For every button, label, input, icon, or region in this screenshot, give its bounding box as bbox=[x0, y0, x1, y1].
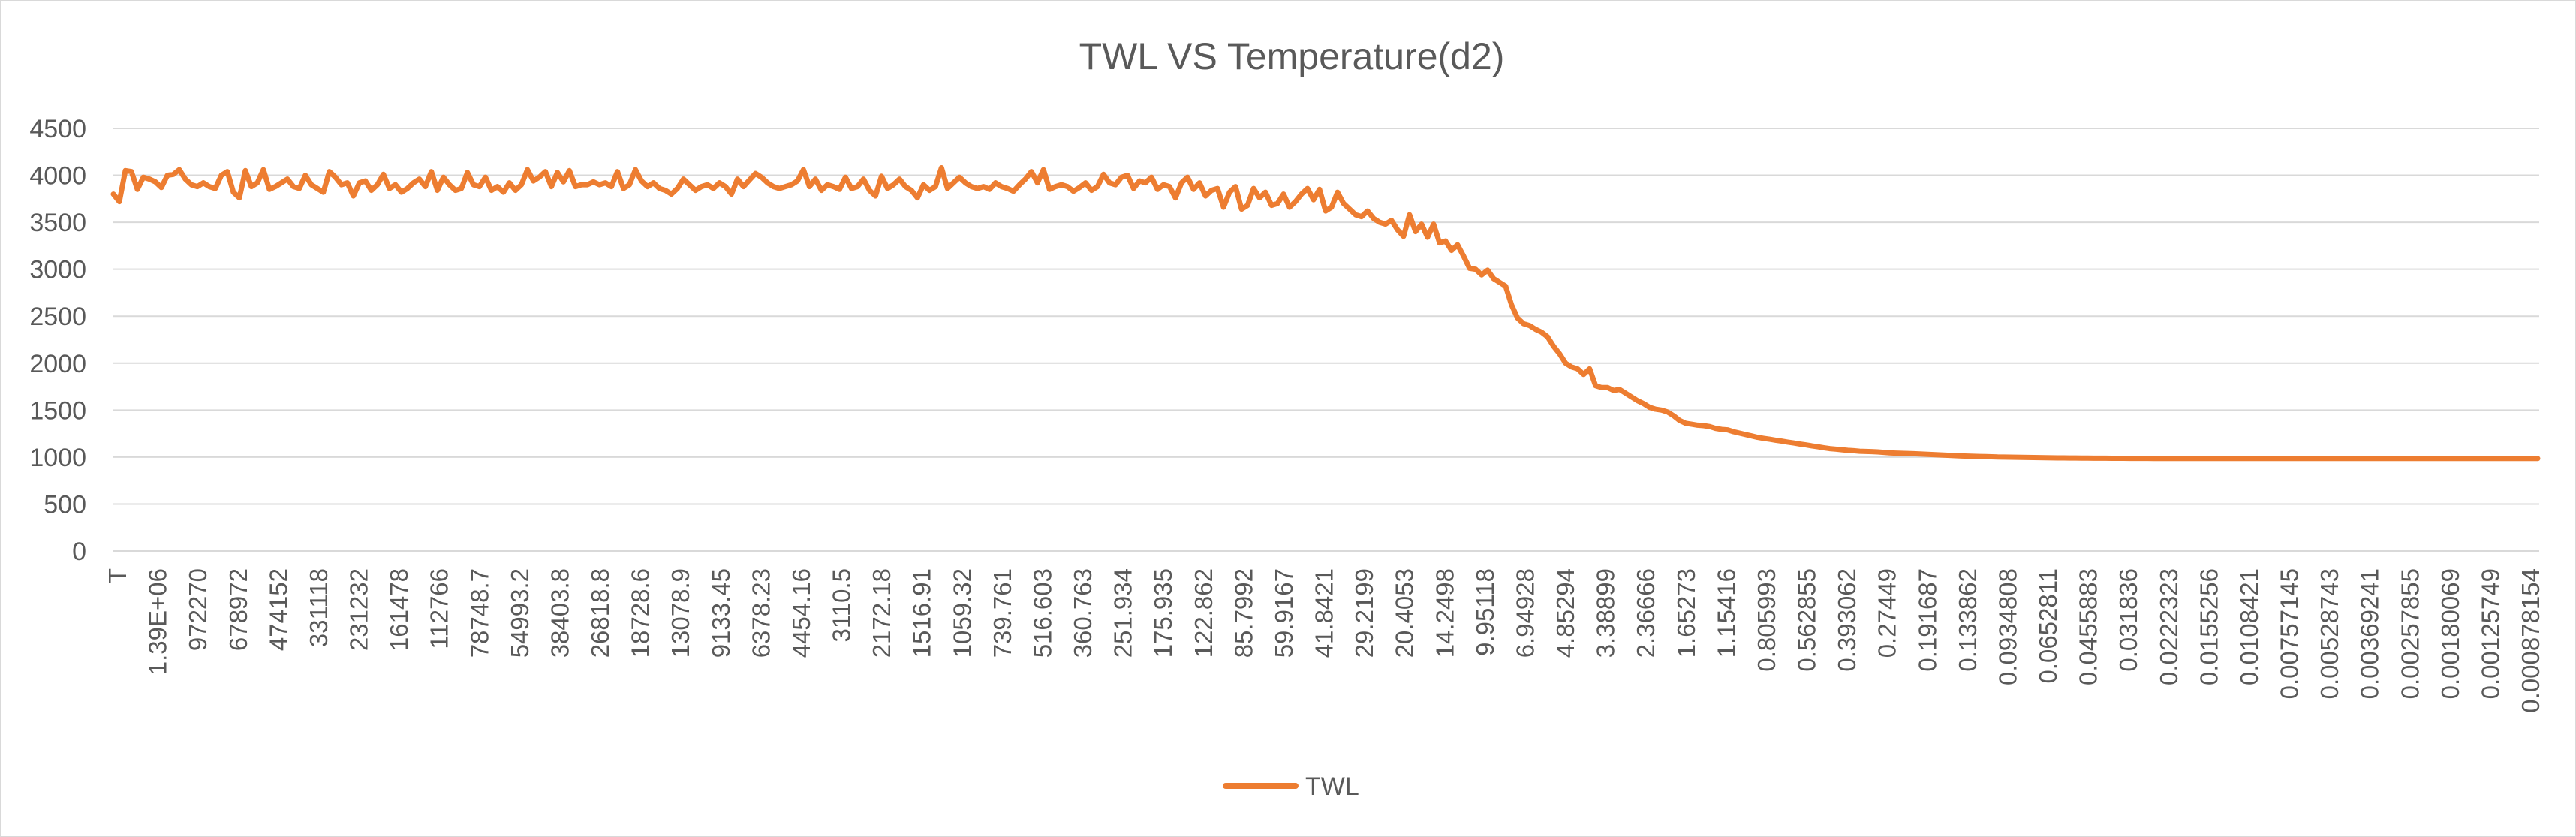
x-tick-label: 0.0222323 bbox=[2155, 568, 2183, 685]
x-tick-label: 20.4053 bbox=[1391, 568, 1419, 658]
x-tick-label: 0.27449 bbox=[1873, 568, 1901, 658]
x-tick-label: 0.0155256 bbox=[2195, 568, 2222, 685]
x-tick-label: 0.562855 bbox=[1793, 568, 1821, 672]
x-tick-label: 3.38899 bbox=[1592, 568, 1620, 658]
x-tick-label: 78748.7 bbox=[465, 568, 493, 658]
legend[interactable]: TWL bbox=[1223, 772, 1359, 801]
chart-title: TWL VS Temperature(d2) bbox=[1079, 35, 1505, 77]
x-tick-label: 360.763 bbox=[1069, 568, 1097, 658]
x-tick-label: 1.39E+06 bbox=[144, 568, 172, 675]
x-tick-label: 251.934 bbox=[1109, 568, 1137, 658]
y-tick-label: 2500 bbox=[29, 303, 86, 331]
x-tick-label: 516.603 bbox=[1028, 568, 1056, 658]
x-tick-label: 739.761 bbox=[989, 568, 1016, 658]
x-tick-label: 13078.9 bbox=[667, 568, 694, 658]
x-tick-label: 0.0108421 bbox=[2235, 568, 2263, 685]
x-tick-label: 0.0934808 bbox=[1994, 568, 2021, 685]
x-tick-label: 0.393062 bbox=[1833, 568, 1861, 672]
x-tick-label: 122.862 bbox=[1190, 568, 1217, 658]
x-tick-label: 1059.32 bbox=[948, 568, 976, 658]
x-tick-label: 6378.23 bbox=[747, 568, 775, 658]
x-tick-label: 0.0652811 bbox=[2034, 568, 2062, 684]
x-tick-label: 678972 bbox=[224, 568, 252, 651]
x-tick-label: 0.00125749 bbox=[2476, 568, 2504, 699]
x-tick-label: 1.65273 bbox=[1672, 568, 1700, 658]
x-tick-label: 3110.5 bbox=[828, 568, 856, 642]
x-tick-label: 1516.91 bbox=[908, 568, 936, 658]
x-tick-label: 0.00257855 bbox=[2396, 568, 2424, 699]
y-axis-ticks: 0 500 1000 1500 2000 2500 3000 3500 4000 4500 bbox=[29, 115, 86, 566]
x-tick-label: 231232 bbox=[345, 568, 373, 651]
x-tick-label: 0.191687 bbox=[1913, 568, 1941, 672]
x-tick-label: 9133.45 bbox=[707, 568, 735, 658]
x-tick-label: 26818.8 bbox=[586, 568, 614, 658]
x-tick-label: 0.00180069 bbox=[2436, 568, 2464, 699]
x-tick-label: 474152 bbox=[264, 568, 292, 651]
x-tick-label: 59.9167 bbox=[1270, 568, 1298, 658]
x-axis-ticks: T 1.39E+06 972270 678972 474152 331118 231232 1… bbox=[104, 568, 2544, 713]
x-tick-label: 54993.2 bbox=[506, 568, 534, 658]
x-tick-label: 0.00528743 bbox=[2316, 568, 2343, 699]
y-tick-label: 1500 bbox=[29, 396, 86, 425]
x-tick-label: 9.95118 bbox=[1471, 568, 1499, 656]
x-tick-label: 0.000878154 bbox=[2517, 568, 2544, 713]
x-tick-label: 1.15416 bbox=[1712, 568, 1740, 658]
x-tick-label: 175.935 bbox=[1149, 568, 1177, 658]
y-tick-label: 500 bbox=[44, 490, 86, 519]
x-tick-label: 29.2199 bbox=[1350, 568, 1378, 658]
x-tick-label: 4.85294 bbox=[1551, 568, 1579, 658]
x-tick-label: 161478 bbox=[385, 568, 413, 651]
x-tick-label: 331118 bbox=[305, 568, 333, 647]
x-tick-label: 2.36666 bbox=[1632, 568, 1660, 658]
x-tick-label: 41.8421 bbox=[1311, 568, 1338, 658]
x-tick-label: 0.133862 bbox=[1954, 568, 1982, 672]
x-tick-label: 112766 bbox=[426, 568, 453, 649]
x-tick-label: 0.00369241 bbox=[2356, 568, 2384, 699]
y-tick-label: 1000 bbox=[29, 444, 86, 472]
x-tick-label: 0.0455883 bbox=[2075, 568, 2102, 685]
x-tick-label: 972270 bbox=[184, 568, 212, 651]
x-tick-label: 4454.16 bbox=[787, 568, 815, 658]
x-tick-label: 85.7992 bbox=[1229, 568, 1257, 658]
x-tick-label: T bbox=[104, 568, 131, 583]
x-tick-label: 2172.18 bbox=[868, 568, 895, 658]
x-tick-label: 18728.6 bbox=[627, 568, 655, 658]
y-tick-label: 3500 bbox=[29, 209, 86, 237]
x-tick-label: 0.00757145 bbox=[2276, 568, 2304, 699]
y-tick-label: 4500 bbox=[29, 115, 86, 143]
y-tick-label: 0 bbox=[72, 537, 86, 566]
y-tick-label: 3000 bbox=[29, 256, 86, 285]
series-layer bbox=[110, 165, 2541, 462]
legend-label-twl: TWL bbox=[1305, 772, 1359, 801]
x-tick-label: 0.805993 bbox=[1753, 568, 1780, 672]
y-tick-label: 2000 bbox=[29, 350, 86, 378]
x-tick-label: 38403.8 bbox=[546, 568, 573, 658]
x-tick-label: 14.2498 bbox=[1431, 568, 1458, 658]
x-tick-label: 6.94928 bbox=[1511, 568, 1539, 658]
x-tick-label: 0.031836 bbox=[2114, 568, 2142, 672]
gridlines bbox=[113, 128, 2539, 552]
y-tick-label: 4000 bbox=[29, 162, 86, 191]
series-line-twl[interactable] bbox=[110, 165, 2541, 462]
